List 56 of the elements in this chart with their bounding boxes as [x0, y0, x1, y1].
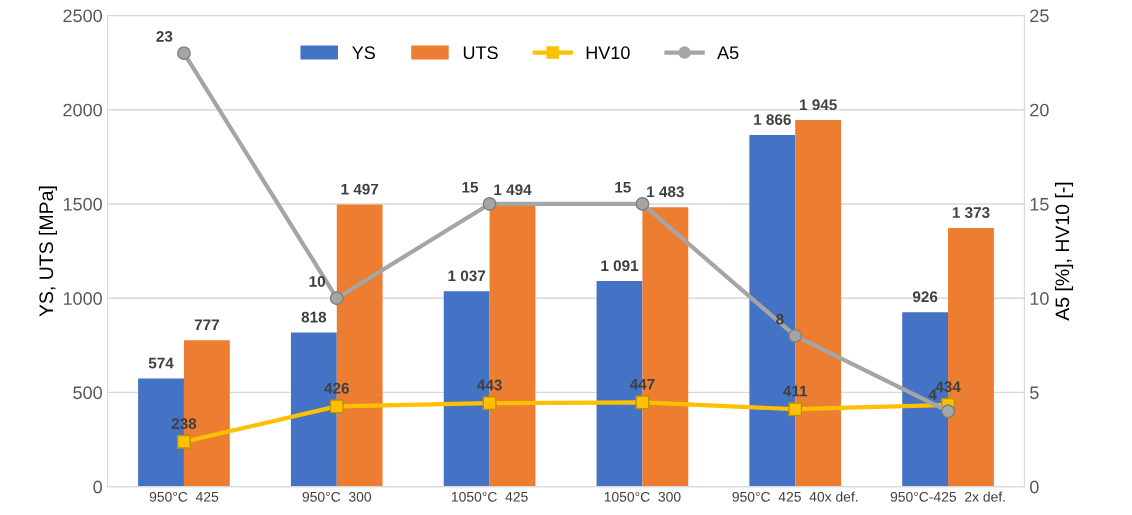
y2-tick-label: 25: [1030, 9, 1049, 23]
data-label: 818: [301, 311, 327, 323]
x-tick-label: 950°C 425: [149, 491, 219, 502]
y-tick-label: 2000: [63, 103, 102, 117]
y2-tick-label: 0: [1030, 480, 1039, 494]
data-label: 23: [156, 30, 173, 42]
data-label: 1 497: [341, 183, 379, 195]
y2-axis-title: A5 [%], HV10 [-]: [1054, 182, 1074, 321]
x-tick-label: 1050°C 300: [604, 491, 681, 502]
data-label: 15: [462, 181, 479, 193]
point: [635, 395, 650, 410]
x-tick-label: 950°C-425 2x def.: [890, 491, 1005, 502]
y-tick-label: 0: [93, 480, 102, 494]
point: [635, 196, 650, 211]
y-tick-label: 1500: [63, 197, 102, 211]
x-tick-label: 950°C 300: [302, 491, 372, 502]
data-label: 434: [935, 381, 961, 393]
y2-tick-label: 5: [1030, 386, 1039, 400]
point: [482, 396, 497, 411]
legend-label: HV10: [586, 46, 630, 60]
data-label: 574: [148, 357, 174, 369]
x-tick-label: 1050°C 425: [451, 491, 528, 502]
data-label: 1 866: [754, 114, 791, 125]
point: [177, 434, 191, 449]
point: [482, 196, 497, 211]
legend-label: A5: [717, 46, 739, 60]
data-label: 4: [928, 389, 937, 400]
point: [788, 402, 803, 417]
y-axis-title: YS, UTS [MPa]: [38, 186, 57, 317]
data-label: 443: [477, 379, 502, 391]
point: [329, 291, 344, 306]
data-label: 1 037: [448, 270, 486, 282]
y-tick-label: 2500: [63, 9, 102, 23]
y2-tick-label: 20: [1030, 103, 1049, 117]
legend-label: YS: [352, 46, 375, 60]
data-label: 1 091: [601, 260, 639, 272]
y-tick-label: 1000: [63, 292, 102, 305]
y-tick-label: 500: [73, 386, 102, 400]
data-label: 1 494: [494, 184, 532, 196]
point: [788, 328, 803, 343]
data-label: 411: [783, 385, 808, 397]
data-label: 1 483: [647, 186, 684, 198]
data-label: 10: [309, 276, 326, 287]
point: [177, 46, 191, 61]
y2-tick-label: 15: [1030, 198, 1049, 211]
data-label: 926: [912, 291, 938, 303]
data-label: 1 945: [800, 99, 837, 111]
legend-label: UTS: [463, 46, 498, 60]
x-tick-label: 950°C 425 40x def.: [732, 491, 858, 502]
data-label: 777: [194, 319, 219, 331]
y2-tick-label: 10: [1030, 292, 1049, 305]
point: [329, 399, 344, 414]
data-label: 15: [615, 181, 631, 193]
data-label: 1 373: [952, 207, 990, 218]
point: [941, 404, 955, 419]
data-label: 426: [324, 382, 349, 394]
